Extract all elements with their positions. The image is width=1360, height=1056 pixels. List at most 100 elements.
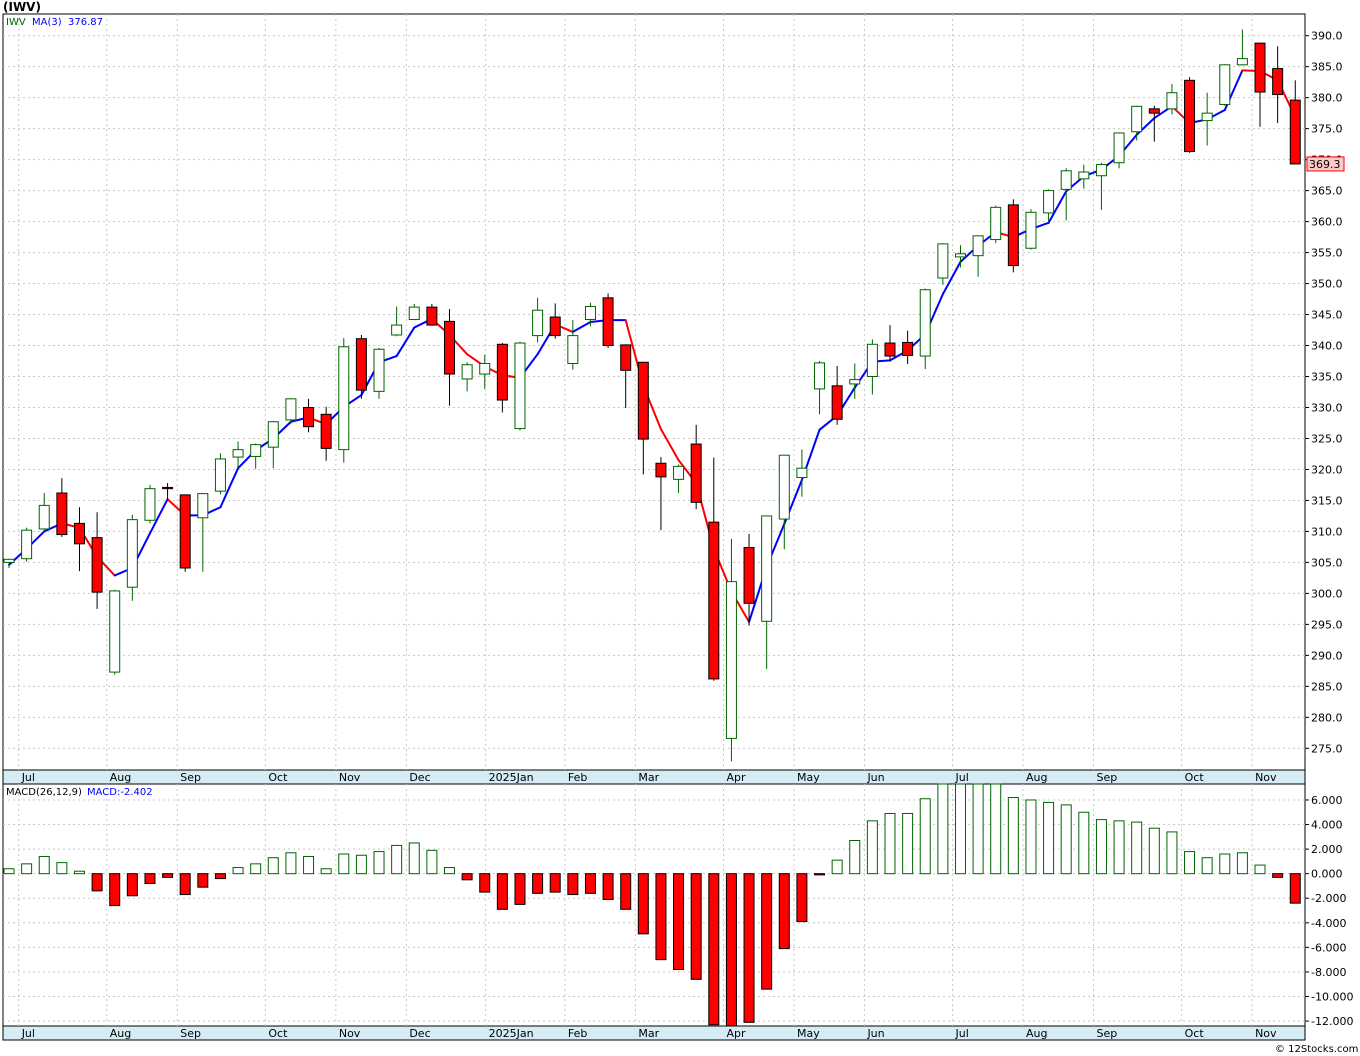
candle	[1043, 189, 1055, 223]
macd-bar	[162, 873, 174, 878]
candle	[126, 514, 138, 601]
candle	[1272, 46, 1284, 124]
macd-bar	[144, 873, 156, 885]
macd-x-month-label: Sep	[1097, 1027, 1118, 1040]
macd-bar	[1095, 819, 1107, 875]
candle	[514, 341, 526, 431]
macd-x-month-label: Oct	[268, 1027, 288, 1040]
candle-body	[708, 521, 720, 680]
price-y-tick-label: 290.0	[1311, 649, 1343, 662]
macd-bar	[426, 849, 438, 875]
price-y-tick-label: 385.0	[1311, 61, 1343, 74]
candle	[320, 406, 332, 461]
price-x-month-label: Sep	[1097, 771, 1118, 784]
candle	[567, 320, 579, 370]
candle	[250, 443, 262, 469]
macd-bar	[884, 812, 896, 875]
macd-x-axis-strip	[2, 1025, 1306, 1041]
macd-bar	[73, 870, 85, 875]
macd-bar	[56, 862, 68, 875]
price-x-month-label: Aug	[110, 771, 131, 784]
macd-bar	[690, 873, 702, 980]
candle-body	[514, 342, 526, 430]
candle-body	[1113, 132, 1125, 164]
macd-bar	[1254, 864, 1266, 875]
price-y-tick-label: 325.0	[1311, 432, 1343, 445]
price-y-tick-label: 310.0	[1311, 525, 1343, 538]
macd-bar	[232, 867, 244, 875]
candle-body	[250, 444, 262, 457]
price-x-month-label: Mar	[638, 771, 659, 784]
candle-body	[690, 443, 702, 503]
candle-body	[725, 581, 737, 739]
candle-body	[919, 289, 931, 357]
macd-bar	[620, 873, 632, 910]
price-y-tick-label: 380.0	[1311, 92, 1343, 105]
candle	[655, 457, 667, 531]
candle-body	[1184, 79, 1196, 153]
candle-body	[496, 343, 508, 401]
price-y-tick-label: 340.0	[1311, 340, 1343, 353]
candle-body	[426, 306, 438, 326]
candle	[796, 449, 808, 497]
candle	[109, 589, 121, 675]
candle-body	[408, 306, 420, 320]
macd-x-month-label: Aug	[1026, 1027, 1047, 1040]
candle	[496, 343, 508, 413]
legend-ma: MA(3)	[32, 17, 62, 28]
candle	[461, 362, 473, 392]
macd-x-month-label: Nov	[1255, 1027, 1277, 1040]
macd-bar	[584, 873, 596, 894]
macd-bar	[708, 873, 720, 1026]
macd-x-month-label: Apr	[726, 1027, 746, 1040]
price-x-month-label: Oct	[268, 771, 288, 784]
price-y-tick-label: 315.0	[1311, 494, 1343, 507]
candle-body	[144, 488, 156, 521]
macd-bar	[972, 783, 984, 875]
macd-bar	[408, 842, 420, 875]
candle	[232, 441, 244, 467]
candle-body	[532, 309, 544, 337]
macd-bar	[1184, 851, 1196, 875]
candle-body	[761, 515, 773, 622]
candle-body	[567, 335, 579, 364]
candle-body	[1219, 64, 1231, 105]
candle-body	[1131, 105, 1143, 133]
macd-x-month-label: Aug	[110, 1027, 131, 1040]
macd-x-month-label: Feb	[568, 1027, 587, 1040]
candle-body	[1060, 170, 1072, 190]
candle-body	[778, 454, 790, 520]
candle-body	[1025, 211, 1037, 249]
price-x-month-label: Jun	[866, 771, 884, 784]
candle	[990, 205, 1002, 244]
candle-body	[673, 465, 685, 480]
price-y-tick-label: 335.0	[1311, 371, 1343, 384]
price-y-tick-label: 390.0	[1311, 30, 1343, 43]
macd-x-month-label: Oct	[1185, 1027, 1205, 1040]
candle	[743, 533, 755, 626]
price-x-month-label: May	[797, 771, 820, 784]
price-y-tick-label: 350.0	[1311, 278, 1343, 291]
candle-body	[743, 547, 755, 604]
candle-body	[1272, 68, 1284, 96]
macd-bar	[919, 798, 931, 875]
candle	[267, 421, 279, 469]
price-x-axis-strip	[2, 769, 1306, 785]
candle	[355, 334, 367, 399]
macd-panel	[2, 783, 1306, 1027]
candle-body	[866, 343, 878, 378]
candle	[1184, 77, 1196, 153]
macd-bar	[602, 873, 614, 900]
candle-body	[990, 206, 1002, 241]
price-y-tick-label: 275.0	[1311, 742, 1343, 755]
macd-bar	[1078, 811, 1090, 875]
ma-segment	[941, 260, 962, 296]
macd-bar	[814, 873, 826, 876]
macd-bar	[373, 851, 385, 875]
candle-body	[1095, 164, 1107, 177]
candle	[162, 483, 174, 501]
candle-body	[954, 253, 966, 258]
candle	[1166, 84, 1178, 115]
macd-bar	[725, 873, 737, 1027]
